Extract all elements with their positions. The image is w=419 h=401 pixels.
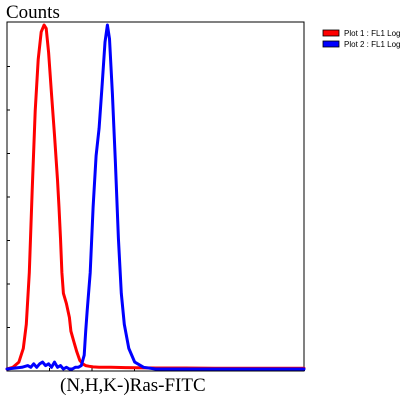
series-line-plot-1 [5,23,306,371]
legend-label-plot-1: Plot 1 : FL1 Log [344,29,400,38]
x-axis-label: (N,H,K-)Ras-FITC [60,375,206,396]
legend-swatch-plot-2 [322,40,340,48]
series-line-plot-2 [5,23,306,371]
legend-label-plot-2: Plot 2 : FL1 Log [344,40,400,49]
series-layer [5,23,306,371]
legend: Plot 1 : FL1 Log Plot 2 : FL1 Log [322,29,400,49]
y-axis-label: Counts [6,2,60,23]
legend-swatch-plot-1 [322,29,340,37]
